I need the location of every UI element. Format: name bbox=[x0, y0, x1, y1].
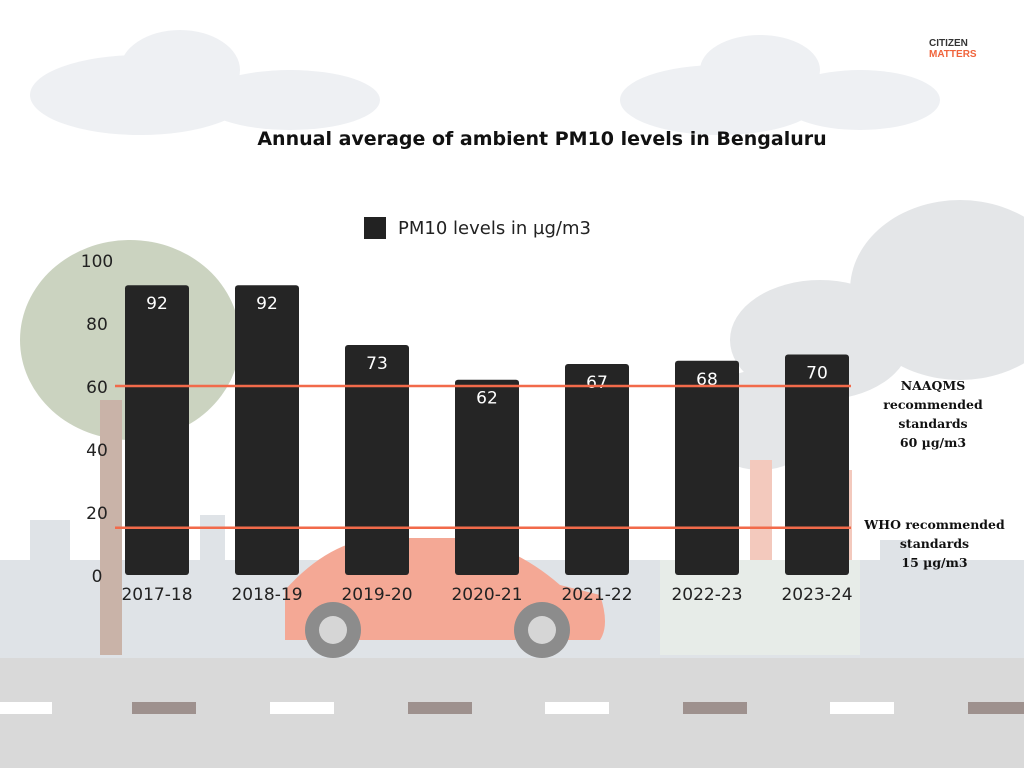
y-tick-label: 80 bbox=[86, 315, 108, 335]
bar bbox=[125, 285, 189, 575]
citizen-matters-logo: CITIZEN MATTERS bbox=[929, 38, 977, 60]
x-tick-label: 2022-23 bbox=[671, 585, 742, 605]
bar-value-label: 62 bbox=[476, 389, 498, 409]
label-line: 60 µg/m3 bbox=[899, 435, 967, 450]
bar-value-label: 92 bbox=[146, 294, 168, 314]
road-markings bbox=[0, 702, 1024, 714]
bar bbox=[345, 345, 409, 575]
cloud-right bbox=[620, 35, 940, 135]
x-tick-label: 2018-19 bbox=[231, 585, 302, 605]
reference-line-label: WHO recommended standards 15 µg/m3 bbox=[862, 515, 1007, 572]
bar-value-label: 70 bbox=[806, 364, 828, 384]
label-line: WHO recommended bbox=[864, 517, 1005, 532]
reference-line-label: NAAQMS recommended standards 60 µg/m3 bbox=[873, 376, 993, 452]
label-line: NAAQMS bbox=[900, 378, 966, 393]
bar bbox=[235, 285, 299, 575]
label-line: 15 µg/m3 bbox=[901, 555, 968, 570]
x-tick-label: 2023-24 bbox=[781, 585, 852, 605]
label-line: standards bbox=[899, 536, 970, 551]
legend: PM10 levels in µg/m3 bbox=[364, 217, 591, 239]
bar-value-label: 92 bbox=[256, 294, 278, 314]
x-tick-label: 2020-21 bbox=[451, 585, 522, 605]
y-tick-label: 60 bbox=[86, 378, 108, 398]
y-tick-label: 0 bbox=[92, 567, 103, 587]
legend-label: PM10 levels in µg/m3 bbox=[398, 217, 591, 239]
bar bbox=[675, 360, 739, 575]
y-tick-label: 40 bbox=[86, 441, 108, 461]
x-tick-label: 2021-22 bbox=[561, 585, 632, 605]
bar bbox=[785, 354, 849, 575]
x-tick-label: 2017-18 bbox=[121, 585, 192, 605]
bar-value-label: 73 bbox=[366, 354, 388, 374]
bar bbox=[455, 379, 519, 575]
label-line: standards bbox=[898, 416, 968, 431]
label-line: recommended bbox=[883, 397, 983, 412]
y-tick-label: 20 bbox=[86, 504, 108, 524]
cloud-left bbox=[30, 30, 380, 135]
bar-value-label: 67 bbox=[586, 373, 608, 393]
y-tick-label: 100 bbox=[81, 252, 113, 272]
legend-swatch bbox=[364, 217, 386, 239]
chart-title: Annual average of ambient PM10 levels in… bbox=[257, 128, 827, 150]
bar bbox=[565, 363, 629, 575]
x-tick-label: 2019-20 bbox=[341, 585, 412, 605]
